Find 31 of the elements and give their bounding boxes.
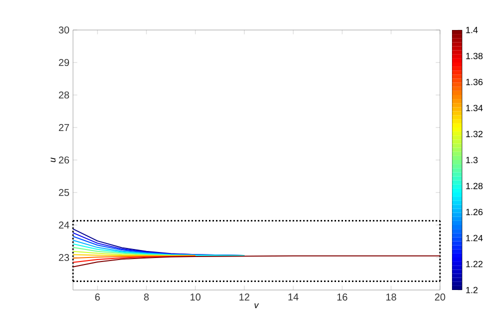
y-tick-label: 27	[58, 124, 69, 131]
x-tick-label: 10	[190, 294, 200, 301]
y-tick-label: 29	[58, 58, 70, 66]
color-bar-label: 1.26	[466, 208, 483, 216]
y-tick-label: 24	[58, 222, 70, 228]
y-axis-title: u	[50, 158, 56, 162]
color-bar-label: 1.36	[466, 78, 483, 86]
x-tick-label: 20	[434, 294, 446, 301]
x-tick-label: 16	[337, 294, 348, 301]
x-tick-label: 18	[386, 294, 396, 301]
color-bar-label: 1.3	[466, 156, 478, 164]
y-tick-label: 25	[58, 188, 70, 196]
color-bar-label: 1.24	[466, 234, 483, 242]
y-tick-label: 30	[58, 26, 70, 34]
x-axis-title: v	[254, 303, 259, 308]
color-bar-label: 1.2	[466, 286, 478, 294]
line-series	[72, 256, 196, 263]
y-tick-label: 23	[58, 254, 70, 262]
color-bar-label: 1.22	[466, 260, 483, 268]
color-bar-label: 1.4	[466, 26, 478, 34]
y-tick-label: 26	[58, 156, 70, 164]
color-bar-label: 1.34	[466, 104, 483, 112]
x-tick-label: 6	[95, 294, 100, 301]
line-series	[72, 243, 245, 256]
y-tick-label: 28	[58, 91, 70, 99]
x-tick-label: 8	[144, 294, 149, 301]
color-bar-label: 1.28	[466, 182, 483, 190]
color-bar-label: 1.38	[466, 52, 483, 60]
x-tick-label: 12	[240, 294, 250, 300]
x-tick-label: 14	[288, 294, 298, 300]
color-bar-label: 1.32	[466, 130, 483, 138]
